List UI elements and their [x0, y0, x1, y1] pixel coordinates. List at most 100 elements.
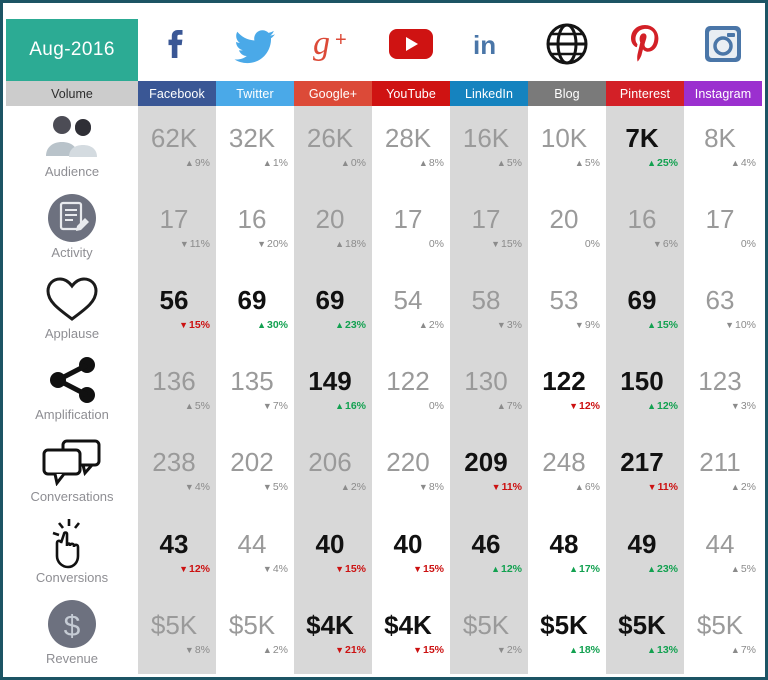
- column-header-blog[interactable]: Blog: [528, 81, 606, 106]
- brand-icon-cell-twitter[interactable]: [216, 6, 294, 81]
- metric-value: 56: [159, 285, 189, 316]
- metric-value: 20: [549, 203, 579, 234]
- cell-conversations-pinterest[interactable]: 217 ▼11%: [606, 431, 684, 512]
- cell-audience-googleplus[interactable]: 26K ▲0%: [294, 106, 372, 187]
- cell-audience-twitter[interactable]: 32K ▲1%: [216, 106, 294, 187]
- column-header-youtube[interactable]: YouTube: [372, 81, 450, 106]
- cell-conversions-facebook[interactable]: 43 ▼12%: [138, 512, 216, 593]
- cell-amplification-youtube[interactable]: 122 0%: [372, 349, 450, 430]
- brand-icon-cell-facebook[interactable]: [138, 6, 216, 81]
- brand-icon-cell-linkedin[interactable]: in: [450, 6, 528, 81]
- cell-activity-instagram[interactable]: 17 0%: [684, 187, 762, 268]
- metric-delta-text: 7%: [272, 400, 288, 413]
- cell-audience-pinterest[interactable]: 7K ▲25%: [606, 106, 684, 187]
- cell-amplification-twitter[interactable]: 135 ▼7%: [216, 349, 294, 430]
- metric-delta-text: 7%: [740, 643, 756, 656]
- cell-activity-pinterest[interactable]: 16 ▼6%: [606, 187, 684, 268]
- cell-amplification-facebook[interactable]: 136 ▲5%: [138, 349, 216, 430]
- brand-icon-cell-instagram[interactable]: [684, 6, 762, 81]
- metric-delta: ▲2%: [263, 644, 288, 656]
- column-header-pinterest[interactable]: Pinterest: [606, 81, 684, 106]
- metric-value: 48: [549, 528, 579, 559]
- cell-conversions-googleplus[interactable]: 40 ▼15%: [294, 512, 372, 593]
- cell-revenue-googleplus[interactable]: $4K ▼21%: [294, 593, 372, 674]
- column-header-googleplus[interactable]: Google+: [294, 81, 372, 106]
- cell-revenue-linkedin[interactable]: $5K ▼2%: [450, 593, 528, 674]
- cell-conversions-instagram[interactable]: 44 ▲5%: [684, 512, 762, 593]
- metric-delta: ▼8%: [419, 482, 444, 493]
- cell-activity-facebook[interactable]: 17 ▼11%: [138, 187, 216, 268]
- cell-conversations-youtube[interactable]: 220 ▼8%: [372, 431, 450, 512]
- cell-applause-pinterest[interactable]: 69 ▲15%: [606, 268, 684, 349]
- cell-audience-instagram[interactable]: 8K ▲4%: [684, 106, 762, 187]
- cell-revenue-pinterest[interactable]: $5K ▲13%: [606, 593, 684, 674]
- cell-amplification-instagram[interactable]: 123 ▼3%: [684, 349, 762, 430]
- metric-value: $4K: [306, 609, 354, 640]
- column-header-twitter[interactable]: Twitter: [216, 81, 294, 106]
- cell-revenue-twitter[interactable]: $5K ▲2%: [216, 593, 294, 674]
- cell-conversations-linkedin[interactable]: 209 ▼11%: [450, 431, 528, 512]
- cell-applause-facebook[interactable]: 56 ▼15%: [138, 268, 216, 349]
- cell-activity-googleplus[interactable]: 20 ▲18%: [294, 187, 372, 268]
- cell-conversions-linkedin[interactable]: 46 ▲12%: [450, 512, 528, 593]
- cell-revenue-youtube[interactable]: $4K ▼15%: [372, 593, 450, 674]
- brand-icon-cell-pinterest[interactable]: [606, 6, 684, 81]
- cell-audience-blog[interactable]: 10K ▲5%: [528, 106, 606, 187]
- cell-conversations-twitter[interactable]: 202 ▼5%: [216, 431, 294, 512]
- cell-activity-linkedin[interactable]: 17 ▼15%: [450, 187, 528, 268]
- metric-delta-text: 12%: [500, 562, 522, 575]
- brand-icon-cell-blog[interactable]: [528, 6, 606, 81]
- cell-amplification-linkedin[interactable]: 130 ▲7%: [450, 349, 528, 430]
- cell-activity-twitter[interactable]: 16 ▼20%: [216, 187, 294, 268]
- cell-conversions-youtube[interactable]: 40 ▼15%: [372, 512, 450, 593]
- down-arrow-icon: ▼: [184, 644, 194, 655]
- cell-applause-googleplus[interactable]: 69 ▲23%: [294, 268, 372, 349]
- cell-conversations-facebook[interactable]: 238 ▼4%: [138, 431, 216, 512]
- cell-audience-youtube[interactable]: 28K ▲8%: [372, 106, 450, 187]
- cell-conversions-pinterest[interactable]: 49 ▲23%: [606, 512, 684, 593]
- up-arrow-icon: ▲: [335, 238, 344, 249]
- up-arrow-icon: ▲: [496, 401, 506, 412]
- cell-amplification-googleplus[interactable]: 149 ▲16%: [294, 349, 372, 430]
- cell-applause-instagram[interactable]: 63 ▼10%: [684, 268, 762, 349]
- up-arrow-icon: ▲: [335, 320, 344, 331]
- metric-label-text: Conversions: [35, 569, 109, 585]
- cell-activity-blog[interactable]: 20 0%: [528, 187, 606, 268]
- metric-delta: ▼15%: [413, 644, 444, 656]
- column-header-linkedin[interactable]: LinkedIn: [450, 81, 528, 106]
- cell-activity-youtube[interactable]: 17 0%: [372, 187, 450, 268]
- cell-amplification-pinterest[interactable]: 150 ▲12%: [606, 349, 684, 430]
- cell-revenue-instagram[interactable]: $5K ▲7%: [684, 593, 762, 674]
- cell-conversations-blog[interactable]: 248 ▲6%: [528, 431, 606, 512]
- metric-delta: ▼21%: [335, 644, 366, 656]
- cell-conversations-googleplus[interactable]: 206 ▲2%: [294, 431, 372, 512]
- metric-delta: ▼3%: [731, 401, 756, 412]
- cell-conversions-blog[interactable]: 48 ▲17%: [528, 512, 606, 593]
- data-column-facebook: 62K ▲9% 17 ▼11% 56 ▼15% 136 ▲5% 238 ▼4% 43 ▼12% $5K ▼…: [138, 106, 216, 674]
- metric-delta: ▲5%: [497, 158, 522, 169]
- column-header-instagram[interactable]: Instagram: [684, 81, 762, 106]
- cell-revenue-facebook[interactable]: $5K ▼8%: [138, 593, 216, 674]
- column-header-facebook[interactable]: Facebook: [138, 81, 216, 106]
- up-arrow-icon: ▲: [647, 644, 656, 655]
- metric-value: 63: [705, 285, 735, 316]
- metric-delta: ▼11%: [648, 482, 678, 493]
- cell-revenue-blog[interactable]: $5K ▲18%: [528, 593, 606, 674]
- cell-amplification-blog[interactable]: 122 ▼12%: [528, 349, 606, 430]
- metric-value: 149: [308, 366, 352, 397]
- brand-icon-cell-youtube[interactable]: [372, 6, 450, 81]
- cell-audience-linkedin[interactable]: 16K ▲5%: [450, 106, 528, 187]
- metric-delta: ▼4%: [185, 482, 210, 493]
- brand-icon-cell-googleplus[interactable]: g +: [294, 6, 372, 81]
- cell-conversions-twitter[interactable]: 44 ▼4%: [216, 512, 294, 593]
- cell-applause-linkedin[interactable]: 58 ▼3%: [450, 268, 528, 349]
- metric-delta: ▲18%: [335, 239, 366, 250]
- data-column-youtube: 28K ▲8% 17 0% 54 ▲2% 122 0% 220 ▼8% 40 ▼15% $4K ▼15%: [372, 106, 450, 674]
- metric-delta: ▲5%: [731, 563, 756, 575]
- cell-applause-twitter[interactable]: 69 ▲30%: [216, 268, 294, 349]
- metric-delta: ▼11%: [492, 482, 522, 493]
- cell-applause-blog[interactable]: 53 ▼9%: [528, 268, 606, 349]
- cell-audience-facebook[interactable]: 62K ▲9%: [138, 106, 216, 187]
- cell-conversations-instagram[interactable]: 211 ▲2%: [684, 431, 762, 512]
- cell-applause-youtube[interactable]: 54 ▲2%: [372, 268, 450, 349]
